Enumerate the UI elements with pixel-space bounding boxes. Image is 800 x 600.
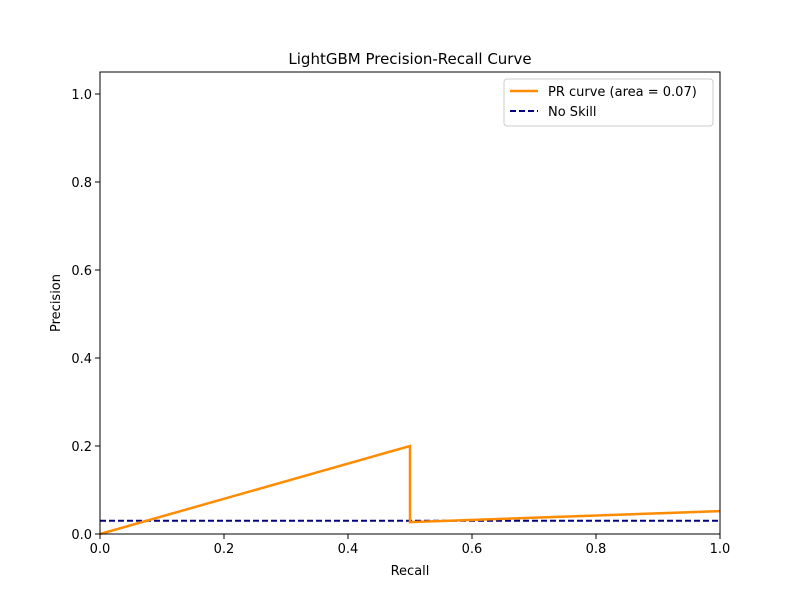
legend: PR curve (area = 0.07) No Skill [503, 78, 714, 127]
x-tick-label: 0.0 [90, 542, 111, 557]
x-tick-label: 0.4 [338, 542, 359, 557]
y-tick-label: 1.0 [71, 88, 92, 103]
y-axis-ticks: 0.0 0.2 0.4 0.6 0.8 1.0 [71, 88, 100, 543]
legend-label-pr-curve: PR curve (area = 0.07) [548, 85, 697, 100]
x-axis-ticks: 0.0 0.2 0.4 0.6 0.8 1.0 [90, 534, 731, 557]
legend-label-no-skill: No Skill [548, 105, 596, 120]
series-layer [99, 444, 721, 536]
y-tick-label: 0.0 [71, 528, 92, 543]
x-tick-label: 0.2 [214, 542, 235, 557]
x-tick-label: 0.8 [586, 542, 607, 557]
plot-frame [99, 71, 721, 535]
y-tick-label: 0.8 [71, 176, 92, 191]
legend-box [503, 78, 714, 127]
y-axis-label: Precision [49, 274, 64, 332]
y-tick-label: 0.6 [71, 264, 92, 279]
x-axis-label: Recall [391, 564, 430, 579]
x-tick-label: 0.6 [462, 542, 483, 557]
chart-title: LightGBM Precision-Recall Curve [288, 50, 531, 68]
y-tick-label: 0.2 [71, 440, 92, 455]
series-line-pr-curve [99, 444, 721, 536]
x-tick-label: 1.0 [710, 542, 731, 557]
y-tick-label: 0.4 [71, 352, 92, 367]
